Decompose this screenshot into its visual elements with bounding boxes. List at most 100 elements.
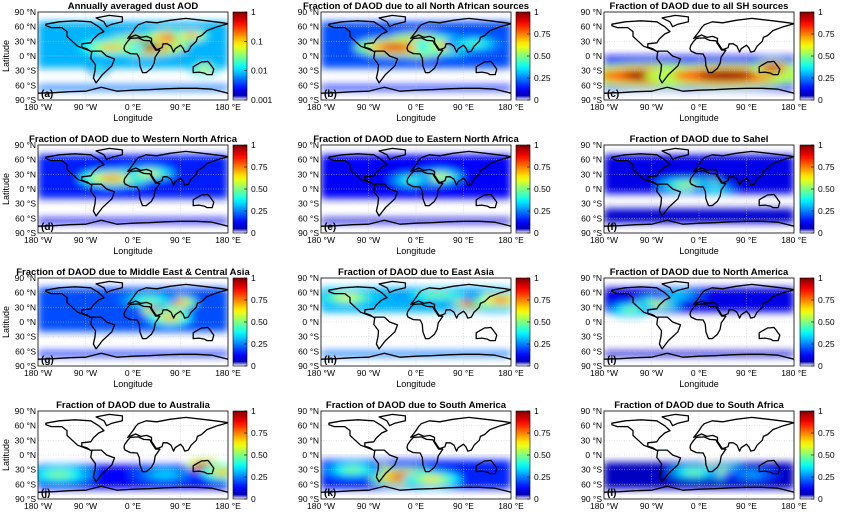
continent-outline <box>611 20 671 53</box>
x-tick-label: 0 °E <box>125 235 141 245</box>
x-tick-label: 180 °E <box>215 501 241 511</box>
continent-outline <box>693 17 794 53</box>
y-tick-label: 0 °N <box>302 450 319 460</box>
continent-outline <box>90 316 116 350</box>
colorbar: 1 0.75 0.50 0.25 0 <box>515 140 551 238</box>
colorbar-tick-label: 0 <box>534 361 539 371</box>
continent-outline <box>127 17 228 53</box>
y-tick-label: 90 °N <box>15 7 36 17</box>
x-axis-label: Longitude <box>679 246 719 256</box>
y-tick-label: 60 °N <box>298 155 319 165</box>
x-tick-label: 180 °W <box>307 235 335 245</box>
x-tick-label: 180 °W <box>590 235 618 245</box>
colorbar-tick-label: 0.75 <box>818 162 835 172</box>
y-tick-label: 90 °S <box>581 95 602 105</box>
coastlines <box>38 280 228 360</box>
y-tick-label: 60 °N <box>581 155 602 165</box>
data-blob <box>696 71 754 80</box>
panel-title: Annually averaged dust AOD <box>68 1 199 12</box>
data-blob <box>94 65 103 71</box>
continent-outline <box>45 153 105 186</box>
y-tick-label: 90 °S <box>581 361 602 371</box>
colorbar: 1 0.75 0.50 0.25 0 <box>232 406 268 504</box>
continent-outline <box>378 280 407 294</box>
colorbar-tick-label: 1 <box>534 140 539 150</box>
colorbar-tick-label: 1 <box>818 7 823 17</box>
data-blob <box>380 43 410 51</box>
panel-8: 180 °W 90 °W 0 °E 90 °E 180 °E 90 °N 60 °N 30 °… <box>298 267 551 389</box>
x-tick-label: 90 °E <box>736 368 757 378</box>
y-tick-label: 60 °S <box>298 479 319 489</box>
x-tick-label: 90 °W <box>640 102 663 112</box>
grid <box>321 278 511 366</box>
colorbar-tick-label: 1 <box>251 7 256 17</box>
x-tick-label: 90 °E <box>736 501 757 511</box>
colorbar-tick-label: 0.25 <box>251 339 268 349</box>
x-axis-label: Longitude <box>113 246 153 256</box>
x-axis-label: Longitude <box>396 379 436 389</box>
colorbar-tick-label: 0 <box>818 494 823 504</box>
y-tick-label: 0 °N <box>585 450 602 460</box>
x-tick-label: 90 °W <box>640 368 663 378</box>
continent-outline <box>90 449 116 483</box>
colorbar-tick-label: 0.25 <box>818 73 835 83</box>
continent-outline <box>95 413 124 427</box>
x-tick-label: 90 °W <box>74 368 97 378</box>
continent-outline <box>373 183 399 217</box>
panel-label: (f) <box>607 222 617 233</box>
x-tick-label: 180 °W <box>24 501 52 511</box>
y-tick-label: 60 °N <box>15 22 36 32</box>
x-tick-label: 90 °E <box>453 501 474 511</box>
x-tick-label: 90 °E <box>170 501 191 511</box>
colorbar-tick-label: 0.50 <box>534 317 551 327</box>
y-tick-label: 60 °N <box>15 155 36 165</box>
x-tick-label: 0 °E <box>691 235 707 245</box>
antarctica-outline <box>38 86 228 94</box>
continent-outline <box>406 37 444 74</box>
continent-outline <box>127 416 228 452</box>
y-axis-label: Latitude <box>1 40 11 72</box>
colorbar-tick-label: 0.25 <box>534 206 551 216</box>
y-tick-label: 60 °S <box>15 213 36 223</box>
y-tick-label: 30 °S <box>298 465 319 475</box>
panel-label: (c) <box>607 89 619 100</box>
grid <box>38 278 228 366</box>
y-tick-label: 90 °S <box>15 361 36 371</box>
continent-outline <box>328 286 388 319</box>
continent-outline <box>95 280 124 294</box>
colorbar-tick-label: 0.75 <box>251 428 268 438</box>
y-tick-label: 90 °N <box>298 406 319 416</box>
x-tick-label: 180 °E <box>498 501 524 511</box>
data-blob <box>151 471 178 478</box>
colorbar: 1 0.75 0.50 0.25 0 <box>799 273 835 371</box>
continent-outline <box>475 326 498 342</box>
colorbar-tick-label: 0.50 <box>818 51 835 61</box>
x-tick-label: 0 °E <box>408 102 424 112</box>
antarctica-outline <box>604 485 794 493</box>
axes-frame <box>603 277 795 367</box>
colorbar-tick-label: 0.25 <box>534 339 551 349</box>
colorbar-tick-label: 0.50 <box>534 450 551 460</box>
y-tick-label: 60 °N <box>581 288 602 298</box>
x-tick-label: 90 °W <box>640 501 663 511</box>
y-tick-label: 60 °S <box>15 80 36 90</box>
axes-frame <box>603 144 795 234</box>
x-axis-label: Longitude <box>113 113 153 123</box>
axes-frame <box>603 410 795 500</box>
y-tick-label: 0 °N <box>19 51 36 61</box>
panel-label: (g) <box>41 355 54 366</box>
antarctica-outline <box>604 219 794 227</box>
continent-outline <box>45 286 105 319</box>
x-tick-label: 180 °E <box>215 368 241 378</box>
x-tick-label: 180 °E <box>498 368 524 378</box>
panel-4: 180 °W 90 °W 0 °E 90 °E 180 °E 90 °N 60 °N 30 °… <box>1 134 268 256</box>
x-axis-label: Longitude <box>113 379 153 389</box>
y-tick-label: 90 °S <box>15 95 36 105</box>
axes-frame <box>320 11 512 101</box>
x-tick-label: 180 °W <box>307 102 335 112</box>
y-tick-label: 30 °N <box>15 435 36 445</box>
y-tick-label: 90 °N <box>581 273 602 283</box>
y-tick-label: 90 °S <box>15 494 36 504</box>
continent-outline <box>123 170 161 207</box>
panel-2: 180 °W 90 °W 0 °E 90 °E 180 °E 90 °N 60 °N 30 °… <box>298 1 551 123</box>
